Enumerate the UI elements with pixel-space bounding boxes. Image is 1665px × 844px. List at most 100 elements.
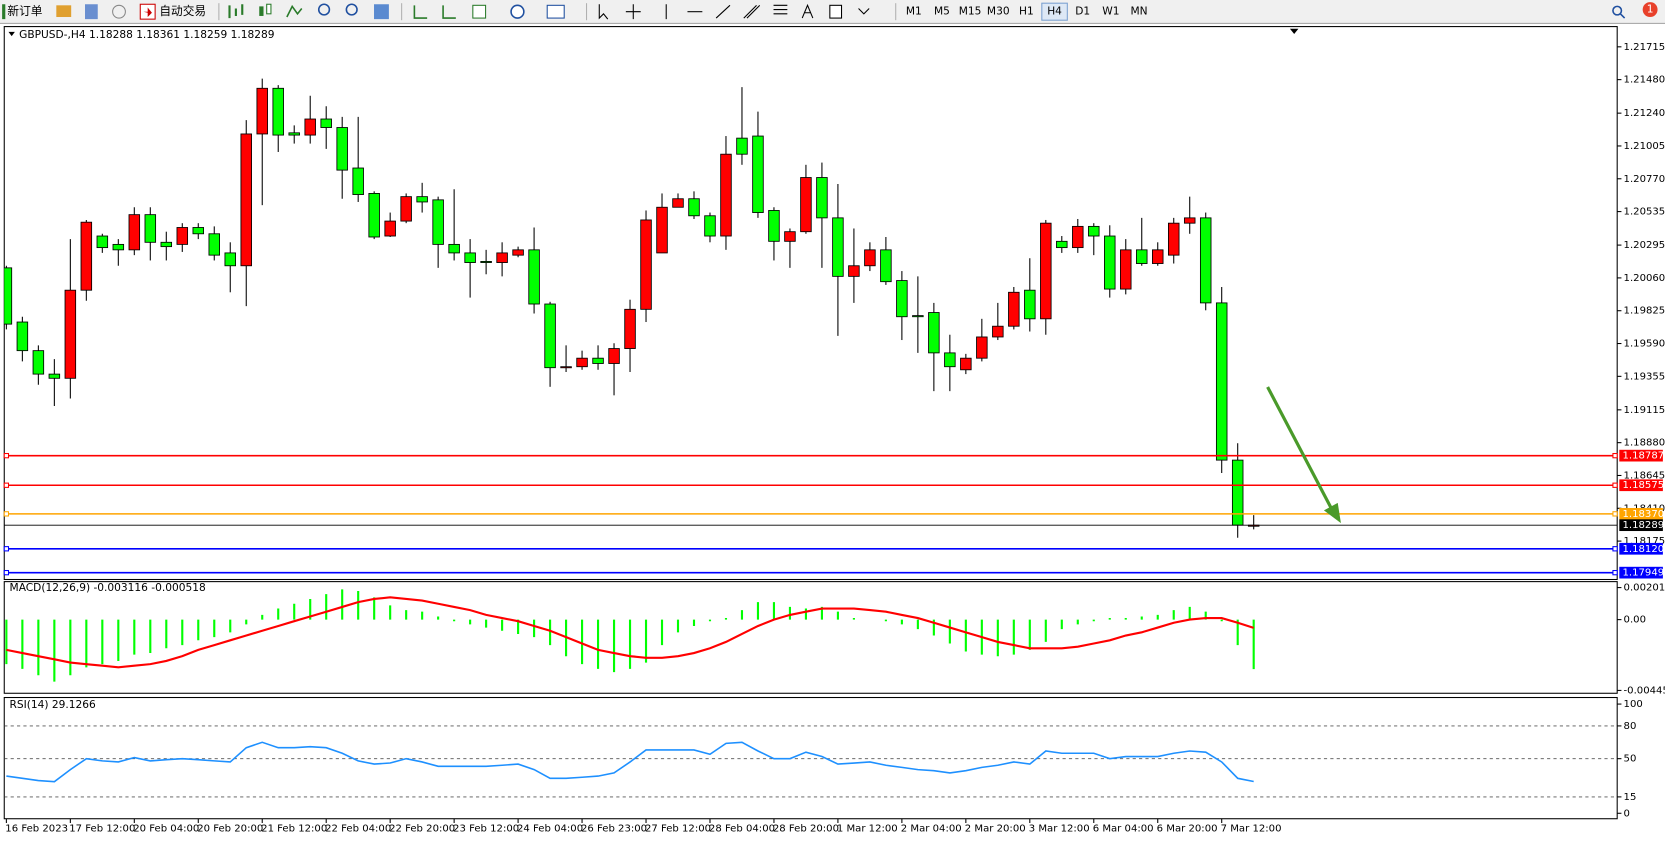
line-handle[interactable]: [1612, 546, 1618, 552]
line-handle[interactable]: [3, 482, 10, 488]
candle-body: [112, 243, 125, 251]
price-label: 1.18289: [1622, 520, 1664, 531]
y-tick-label: 1.21715: [1624, 42, 1665, 53]
candle-body: [1040, 222, 1052, 320]
x-tick-label: 23 Feb 12:00: [453, 823, 519, 834]
autoscroll-icon[interactable]: [413, 5, 428, 19]
candle-body: [624, 308, 636, 349]
candle-body: [96, 235, 109, 249]
zoom-out-icon[interactable]: [345, 3, 358, 16]
timeframe-button[interactable]: MN: [1130, 5, 1147, 18]
x-tick-label: 28 Feb 04:00: [709, 823, 775, 834]
price-label-bg: [1619, 449, 1663, 462]
line-handle[interactable]: [1612, 482, 1618, 488]
candle-body: [1215, 302, 1228, 461]
candle-body: [240, 133, 252, 267]
timeframe-button[interactable]: W1: [1102, 5, 1119, 18]
cursor-icon[interactable]: [598, 4, 609, 20]
shift-icon[interactable]: [442, 5, 456, 19]
candle-body: [816, 177, 828, 219]
new-order-icon: [2, 4, 6, 20]
candle-body: [1056, 240, 1068, 249]
tool-icon[interactable]: [85, 4, 98, 20]
candle-body: [1088, 225, 1100, 237]
y-tick-label: 1.18880: [1624, 438, 1665, 449]
chart-shift-marker[interactable]: [1289, 28, 1299, 35]
candle-body: [1104, 235, 1116, 290]
timeframe-button[interactable]: M5: [934, 5, 950, 18]
price-label: 1.18787: [1622, 451, 1664, 462]
candle-body: [560, 366, 572, 369]
candle-body: [992, 325, 1004, 338]
notification-badge[interactable]: [1642, 2, 1658, 18]
y-tick-label: 80: [1624, 721, 1637, 732]
axes: 1.21715 1.21480 1.21240 1.21005 1.20770 1.205…: [3, 42, 1665, 834]
line-handle[interactable]: [3, 569, 10, 576]
candle-body: [1120, 249, 1132, 290]
timeframe-button[interactable]: M1: [906, 5, 922, 18]
crosshair-icon[interactable]: [625, 4, 641, 20]
candle-body: [688, 198, 700, 217]
candle-body: [1152, 249, 1164, 264]
price-label-bg: [1619, 508, 1663, 520]
price-label: 1.18370: [1622, 509, 1664, 520]
timeframe-button[interactable]: M30: [987, 5, 1010, 18]
timeframe-button[interactable]: H1: [1019, 5, 1034, 18]
line-handle[interactable]: [1612, 569, 1618, 576]
candle-body: [880, 249, 892, 283]
tool-icon[interactable]: [56, 5, 72, 18]
autotrade-button[interactable]: 自动交易: [159, 4, 206, 18]
candle-body: [752, 135, 764, 213]
candle-body: [16, 321, 29, 352]
channel-icon[interactable]: [743, 4, 761, 19]
timeframe-button[interactable]: D1: [1075, 5, 1090, 18]
candle-body: [512, 249, 524, 256]
x-tick-label: 6 Mar 04:00: [1093, 823, 1154, 834]
candle-body: [416, 196, 428, 203]
y-tick-label: 1.20770: [1624, 174, 1665, 185]
line-handle[interactable]: [1612, 511, 1618, 517]
zoom-in-icon[interactable]: [317, 3, 331, 16]
x-tick-label: 26 Feb 23:00: [581, 823, 647, 834]
price-label-bg: [1619, 542, 1663, 555]
candle-body: [64, 289, 77, 379]
y-tick-label: 1.20535: [1624, 207, 1665, 218]
tool-icon[interactable]: [112, 4, 126, 19]
price-label: 1.18120: [1622, 544, 1664, 555]
bar-chart-icon[interactable]: [228, 4, 244, 19]
line-chart-icon[interactable]: [286, 4, 303, 18]
candle-body: [208, 233, 220, 256]
x-tick-label: 2 Mar 04:00: [901, 823, 962, 834]
candle-body: [544, 303, 556, 369]
price-label-bg: [1619, 566, 1663, 579]
search-icon[interactable]: [1612, 5, 1623, 16]
y-tick-label: 1.20060: [1624, 273, 1665, 284]
templates-icon[interactable]: [546, 4, 565, 19]
fibo-icon[interactable]: [773, 4, 788, 15]
candle-body: [944, 352, 956, 368]
line-handle[interactable]: [3, 511, 10, 517]
candle-body: [960, 357, 972, 371]
candle-body: [144, 214, 157, 243]
candle-body: [384, 220, 396, 237]
symbol-menu-marker[interactable]: [8, 31, 15, 37]
periods-icon[interactable]: [510, 4, 525, 19]
candle-icon[interactable]: [259, 6, 264, 16]
tile-icon[interactable]: [374, 4, 389, 20]
x-tick-label: 17 Feb 12:00: [69, 823, 135, 834]
new-order-button[interactable]: 新订单: [7, 4, 42, 18]
candle-body: [480, 261, 492, 263]
y-tick-label: 0.002015: [1624, 583, 1665, 594]
notification-count: 1: [1647, 3, 1654, 16]
line-handle[interactable]: [3, 452, 10, 459]
text-icon[interactable]: [801, 3, 814, 19]
candle-body: [1136, 249, 1148, 264]
timeframe-button[interactable]: H4: [1047, 5, 1062, 18]
arrows-icon[interactable]: [858, 8, 870, 15]
indicators-icon[interactable]: [472, 4, 487, 19]
line-handle[interactable]: [3, 546, 10, 552]
timeframe-button[interactable]: M15: [959, 5, 982, 18]
trendline-icon[interactable]: [715, 4, 731, 19]
label-icon[interactable]: [829, 4, 843, 19]
line-handle[interactable]: [1612, 452, 1618, 459]
